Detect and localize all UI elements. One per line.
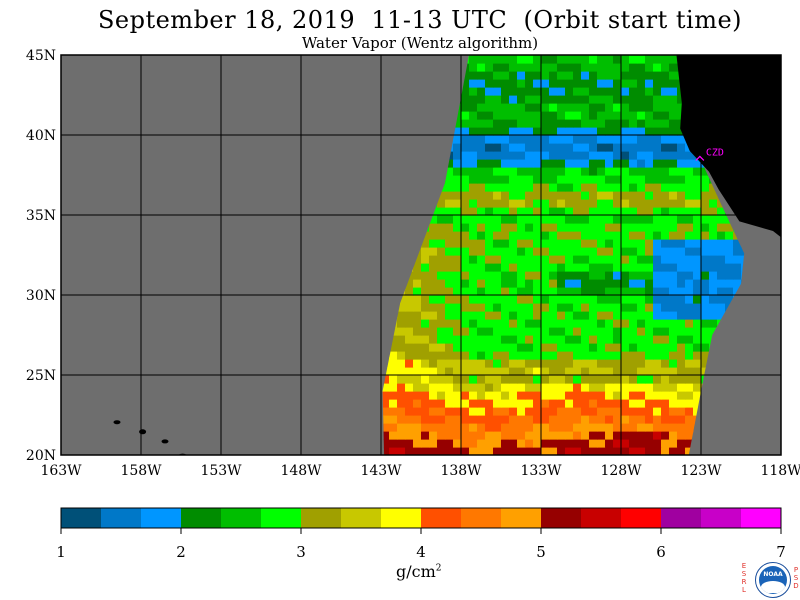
colorbar-swatch	[261, 508, 302, 528]
colorbar-swatch	[741, 508, 782, 528]
colorbar-swatch	[661, 508, 702, 528]
lon-tick-label: 158W	[120, 463, 162, 479]
lon-tick-label: 123W	[680, 463, 722, 479]
lon-tick-label: 148W	[280, 463, 322, 479]
colorbar	[60, 507, 782, 529]
colorbar-swatch	[101, 508, 142, 528]
page-title: September 18, 2019 11-13 UTC (Orbit star…	[97, 6, 743, 34]
longitude-labels: 163W 158W 153W 148W 143W 138W 133W 128W 123W 118W	[40, 463, 800, 479]
land-coastline	[676, 55, 781, 238]
page-subtitle: Water Vapor (Wentz algorithm)	[301, 34, 539, 52]
lat-tick-label: 25N	[26, 368, 56, 384]
lat-tick-label: 40N	[26, 128, 56, 144]
colorbar-tick-label: 5	[536, 543, 546, 561]
island-shape	[161, 439, 169, 444]
colorbar-swatch	[501, 508, 542, 528]
colorbar-swatch	[341, 508, 382, 528]
lon-tick-label: 128W	[600, 463, 642, 479]
colorbar-swatch	[301, 508, 342, 528]
lon-tick-label: 153W	[200, 463, 242, 479]
map-frame	[60, 54, 782, 456]
lon-tick-label: 138W	[440, 463, 482, 479]
colorbar-tick-label: 2	[176, 543, 186, 561]
data-swath	[382, 55, 745, 455]
colorbar-tick-label: 7	[776, 543, 786, 561]
island-shape	[113, 420, 121, 425]
colorbar-swatch	[221, 508, 262, 528]
station-icon	[695, 155, 705, 161]
colorbar-swatch	[701, 508, 742, 528]
colorbar-swatch	[461, 508, 502, 528]
colorbar-swatch	[141, 508, 182, 528]
colorbar-tick-label: 1	[56, 543, 66, 561]
colorbar-tick-label: 3	[296, 543, 306, 561]
colorbar-swatch	[581, 508, 622, 528]
island-shape	[139, 429, 147, 435]
colorbar-tick-label: 4	[416, 543, 426, 561]
lat-lon-grid	[61, 55, 781, 455]
colorbar-swatch	[181, 508, 222, 528]
lon-tick-label: 163W	[40, 463, 82, 479]
colorbar-swatch	[621, 508, 662, 528]
latitude-labels: 45N 40N 35N 30N 25N 20N	[26, 48, 56, 464]
lat-tick-label: 45N	[26, 48, 56, 64]
station-label: CZD	[706, 147, 724, 158]
colorbar-tick-labels: 1 2 3 4 5 6 7	[56, 528, 786, 561]
lat-tick-label: 30N	[26, 288, 56, 304]
lat-tick-label: 20N	[26, 448, 56, 464]
lon-tick-label: 118W	[760, 463, 800, 479]
station-marker: CZD	[695, 147, 724, 161]
colorbar-tick-label: 6	[656, 543, 666, 561]
lat-tick-label: 35N	[26, 208, 56, 224]
lon-tick-label: 133W	[520, 463, 562, 479]
colorbar-swatch	[381, 508, 422, 528]
noaa-logo-icon: NOAA	[755, 562, 791, 598]
map-content	[61, 55, 781, 455]
colorbar-units: g/cm2	[396, 562, 442, 581]
colorbar-swatch	[421, 508, 462, 528]
colorbar-swatch	[61, 508, 102, 528]
lon-tick-label: 143W	[360, 463, 402, 479]
colorbar-swatch	[541, 508, 582, 528]
land-polygon	[676, 55, 781, 238]
